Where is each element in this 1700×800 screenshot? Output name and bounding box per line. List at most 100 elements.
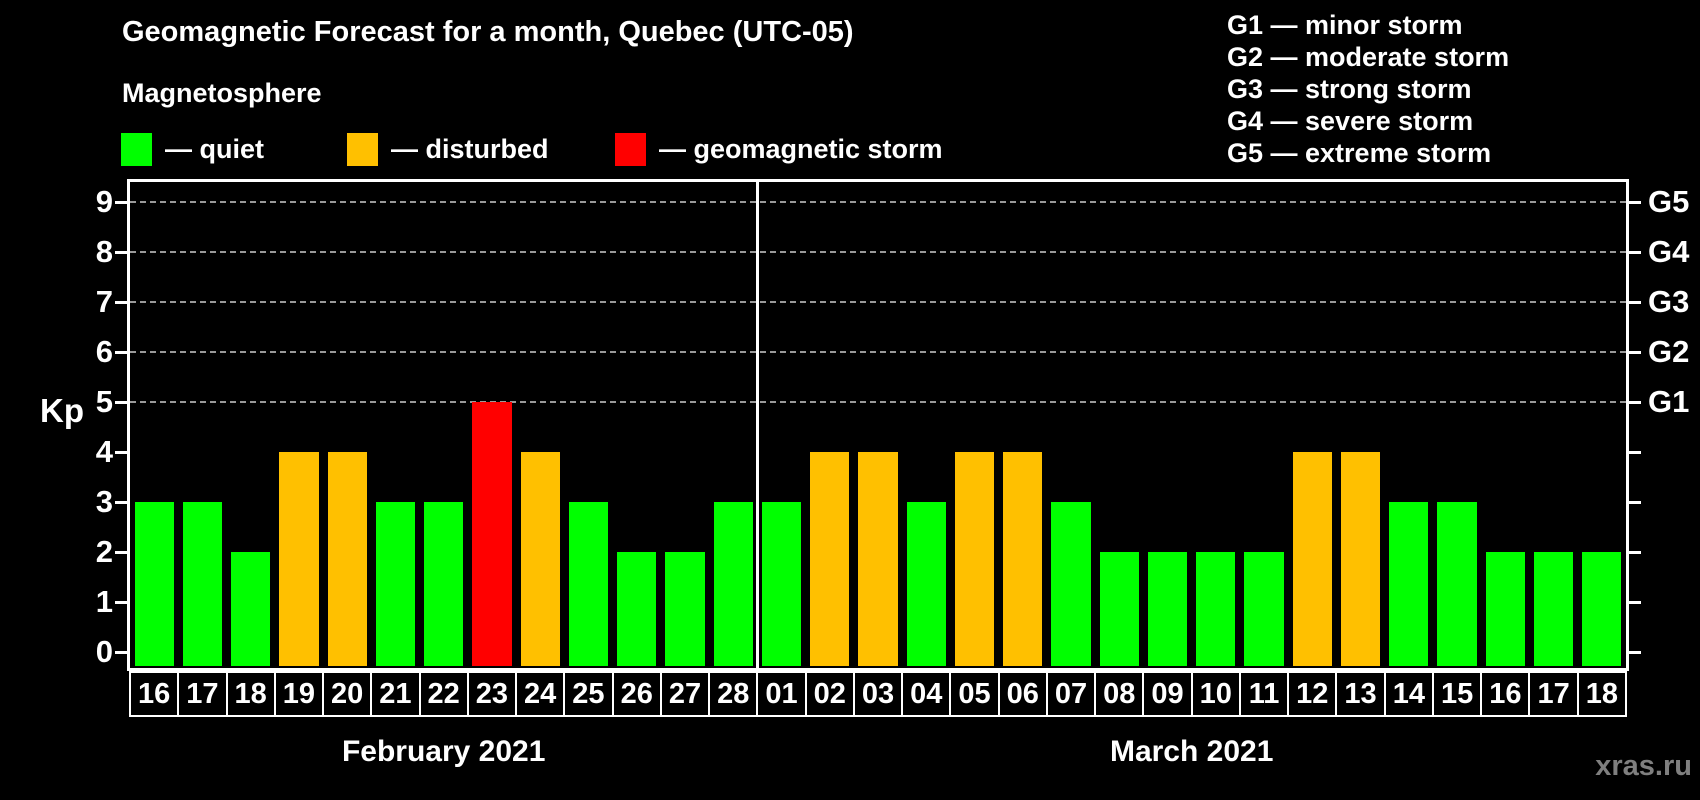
- legend-label: — disturbed: [391, 133, 549, 164]
- y-tick-label: 8: [95, 234, 113, 269]
- kp-bar: [1003, 452, 1043, 666]
- date-cell: 19: [273, 671, 325, 717]
- date-cell: 09: [1142, 671, 1193, 717]
- g-axis-tick: [1626, 250, 1641, 254]
- y-tick-label: 0: [95, 634, 113, 669]
- kp-bar: [1389, 502, 1429, 666]
- kp-bar: [424, 502, 464, 666]
- date-cell: 28: [708, 671, 759, 717]
- magnetosphere-label: Magnetosphere: [122, 78, 322, 108]
- date-cell: 22: [418, 671, 469, 717]
- kp-bar: [1533, 552, 1574, 666]
- g-legend-line: G1 — minor storm: [1227, 10, 1463, 40]
- date-cell: 17: [1528, 671, 1579, 717]
- date-cell: 16: [1480, 671, 1531, 717]
- date-cell: 21: [370, 671, 421, 717]
- grid-line: [130, 401, 1626, 403]
- g-legend-line: G5 — extreme storm: [1227, 138, 1492, 168]
- y-axis-tick: [115, 350, 130, 354]
- watermark: xras.ru: [1595, 750, 1692, 782]
- date-cell: 12: [1287, 671, 1338, 717]
- kp-bar: [1437, 502, 1477, 666]
- month-label: February 2021: [341, 735, 546, 768]
- kp-bar: [1292, 452, 1332, 666]
- kp-bar: [279, 452, 319, 666]
- kp-bar: [858, 452, 898, 666]
- date-cell: 14: [1383, 671, 1434, 717]
- kp-bar: [761, 502, 802, 666]
- date-cell: 10: [1190, 671, 1241, 717]
- date-cell: 18: [225, 671, 276, 717]
- g-level-label: G2: [1648, 334, 1690, 369]
- legend-item: — geomagnetic storm: [615, 132, 943, 166]
- g-legend-line: G4 — severe storm: [1227, 106, 1474, 136]
- y-axis-tick: [115, 300, 130, 304]
- month-label: March 2021: [1109, 735, 1274, 768]
- kp-bar: [134, 502, 174, 666]
- date-cell: 07: [1045, 671, 1097, 717]
- legend-swatch-disturbed: [347, 132, 378, 166]
- grid-line: [130, 251, 1626, 253]
- kp-bar: [1340, 452, 1381, 666]
- kp-bar: [327, 452, 367, 666]
- kp-bar: [906, 502, 946, 666]
- kp-bar: [810, 452, 850, 666]
- kp-bar: [1582, 552, 1622, 666]
- kp-bar: [1147, 552, 1188, 666]
- kp-bar: [472, 402, 512, 666]
- grid-line: [130, 351, 1626, 353]
- g-legend-line: G3 — strong storm: [1227, 74, 1472, 104]
- date-cell: 11: [1238, 671, 1290, 717]
- legend-swatch-quiet: [121, 132, 152, 166]
- date-cell: 01: [756, 671, 807, 717]
- kp-bar: [1485, 552, 1525, 666]
- date-cell: 13: [1335, 671, 1386, 717]
- y-axis-tick: [115, 600, 130, 604]
- kp-bar: [954, 452, 995, 666]
- y-tick-label: 7: [95, 284, 113, 319]
- y-axis-tick: [115, 500, 130, 504]
- y-tick-label: 5: [95, 384, 113, 419]
- date-cell: 04: [901, 671, 952, 717]
- g-axis-tick: [1626, 300, 1641, 304]
- y-tick-label: 1: [95, 584, 113, 619]
- kp-bar: [1099, 552, 1139, 666]
- kp-axis-title: Kp: [40, 392, 84, 429]
- date-cell: 26: [611, 671, 662, 717]
- g-level-label: G4: [1648, 234, 1690, 269]
- legend-label: — geomagnetic storm: [659, 133, 943, 164]
- legend-item: — quiet: [121, 132, 264, 166]
- date-cell: 16: [129, 671, 180, 717]
- g-axis-tick: [1626, 600, 1641, 604]
- kp-bar: [1196, 552, 1236, 666]
- y-tick-label: 9: [95, 184, 113, 219]
- kp-bar: [182, 502, 222, 666]
- legend-swatch-storm: [615, 132, 646, 166]
- page-title: Geomagnetic Forecast for a month, Quebec…: [122, 16, 854, 48]
- date-cell: 18: [1576, 671, 1627, 717]
- date-cell: 02: [804, 671, 855, 717]
- grid-line: [130, 301, 1626, 303]
- date-cell: 20: [322, 671, 373, 717]
- date-cell: 06: [997, 671, 1048, 717]
- kp-bar: [713, 502, 753, 666]
- g-axis-tick: [1626, 500, 1641, 504]
- g-legend-line: G2 — moderate storm: [1227, 42, 1510, 72]
- date-cell: 08: [1094, 671, 1145, 717]
- y-axis-tick: [115, 200, 130, 204]
- y-axis-tick: [115, 650, 130, 654]
- g-axis-tick: [1626, 350, 1641, 354]
- date-cell: 03: [852, 671, 904, 717]
- y-axis-tick: [115, 250, 130, 254]
- g-axis-tick: [1626, 450, 1641, 454]
- legend-item: — disturbed: [347, 132, 549, 166]
- y-tick-label: 4: [95, 434, 113, 469]
- y-tick-label: 2: [95, 534, 113, 569]
- g-axis-tick: [1626, 550, 1641, 554]
- kp-bar: [375, 502, 416, 666]
- kp-bar: [568, 502, 609, 666]
- grid-line: [130, 201, 1626, 203]
- y-axis-tick: [115, 450, 130, 454]
- kp-bar: [1244, 552, 1284, 666]
